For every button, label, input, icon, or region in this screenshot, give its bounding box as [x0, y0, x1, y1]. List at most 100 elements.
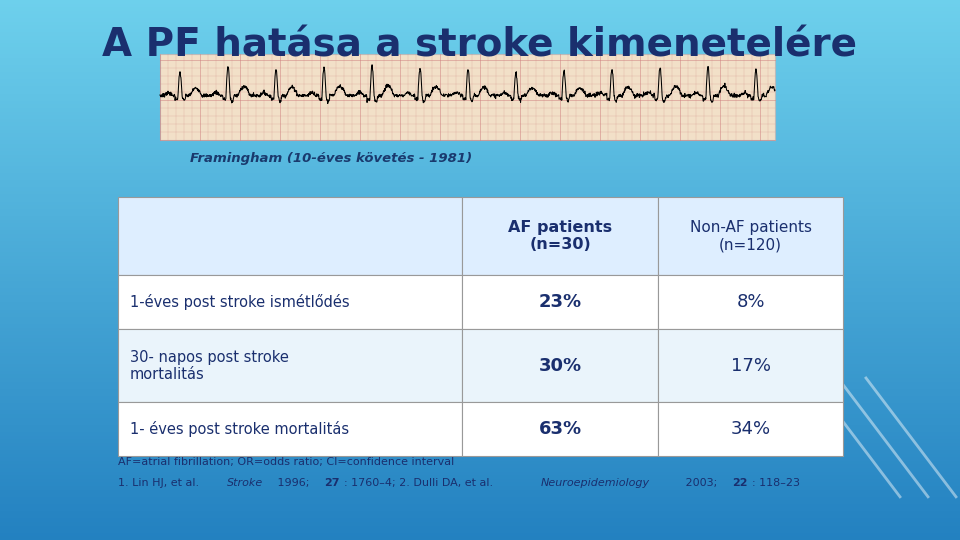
Bar	[0, 4, 960, 7]
Bar	[0, 166, 960, 169]
Bar	[0, 245, 960, 248]
Text: 1996;: 1996;	[274, 478, 313, 488]
Bar	[0, 285, 960, 288]
Bar	[0, 39, 960, 43]
Bar	[0, 58, 960, 61]
Bar	[0, 403, 960, 407]
Bar	[0, 295, 960, 299]
Bar	[0, 90, 960, 93]
Bar	[0, 209, 960, 212]
Bar	[0, 306, 960, 309]
Bar	[0, 147, 960, 151]
Bar	[0, 97, 960, 101]
Bar	[0, 288, 960, 292]
Bar	[0, 270, 960, 274]
Bar	[0, 15, 960, 18]
Bar	[0, 396, 960, 400]
Bar	[0, 169, 960, 173]
Text: : 118–23: : 118–23	[752, 478, 800, 488]
Bar	[0, 216, 960, 220]
Bar	[0, 248, 960, 252]
Bar	[118, 329, 463, 402]
Bar	[0, 173, 960, 177]
Bar	[0, 266, 960, 270]
Bar	[0, 417, 960, 421]
Bar	[0, 158, 960, 162]
Bar	[0, 436, 960, 439]
Bar	[0, 313, 960, 317]
Bar	[0, 65, 960, 69]
Bar	[0, 205, 960, 209]
Bar	[0, 93, 960, 97]
Bar	[0, 302, 960, 306]
Bar	[0, 104, 960, 108]
Bar	[0, 133, 960, 137]
Bar	[0, 447, 960, 450]
Bar	[0, 255, 960, 259]
Bar	[0, 497, 960, 501]
Bar	[0, 11, 960, 15]
Bar	[0, 252, 960, 255]
Bar	[0, 367, 960, 371]
Bar	[0, 50, 960, 54]
Bar	[0, 328, 960, 331]
Bar	[0, 115, 960, 119]
Bar	[0, 25, 960, 29]
Bar	[0, 191, 960, 194]
Text: Framingham (10-éves követés - 1981): Framingham (10-éves követés - 1981)	[190, 152, 472, 165]
Bar	[0, 0, 960, 4]
Bar	[0, 130, 960, 133]
Text: 2003;: 2003;	[682, 478, 721, 488]
Bar	[0, 22, 960, 25]
Bar	[0, 317, 960, 320]
Bar	[0, 360, 960, 363]
Bar	[0, 281, 960, 285]
Bar	[0, 54, 960, 58]
Bar	[0, 119, 960, 123]
Bar	[0, 47, 960, 50]
Bar	[0, 536, 960, 540]
Text: 1-éves post stroke ismétlődés: 1-éves post stroke ismétlődés	[130, 294, 349, 310]
Bar	[0, 529, 960, 533]
Bar	[0, 194, 960, 198]
Bar	[0, 346, 960, 349]
Text: 22: 22	[732, 478, 748, 488]
Bar	[0, 349, 960, 353]
Bar	[0, 378, 960, 382]
Bar	[0, 414, 960, 417]
Bar	[0, 461, 960, 464]
Bar	[0, 177, 960, 180]
Bar	[0, 504, 960, 508]
Bar	[463, 197, 659, 275]
Text: AF patients
(n=30): AF patients (n=30)	[508, 220, 612, 252]
Bar	[463, 275, 659, 329]
Bar	[0, 508, 960, 511]
Bar	[0, 389, 960, 393]
Bar	[0, 482, 960, 486]
Bar	[0, 335, 960, 339]
Bar	[0, 101, 960, 104]
Text: 30- napos post stroke
mortalitás: 30- napos post stroke mortalitás	[130, 350, 289, 382]
Bar	[0, 393, 960, 396]
Text: Non-AF patients
(n=120): Non-AF patients (n=120)	[689, 220, 811, 252]
Bar	[0, 234, 960, 238]
Bar	[0, 180, 960, 184]
Bar	[0, 140, 960, 144]
Bar	[0, 162, 960, 166]
Text: 1. Lin HJ, et al.: 1. Lin HJ, et al.	[118, 478, 203, 488]
Text: 23%: 23%	[539, 293, 582, 312]
Bar	[160, 54, 775, 140]
Bar	[0, 468, 960, 471]
Bar	[0, 342, 960, 346]
Bar	[0, 231, 960, 234]
Text: 63%: 63%	[539, 420, 582, 438]
Bar	[0, 450, 960, 454]
Bar	[0, 421, 960, 425]
Bar	[0, 43, 960, 47]
Bar	[0, 518, 960, 522]
Bar	[659, 197, 843, 275]
Bar	[0, 533, 960, 536]
Bar	[0, 486, 960, 490]
Bar	[659, 275, 843, 329]
Bar	[659, 329, 843, 402]
